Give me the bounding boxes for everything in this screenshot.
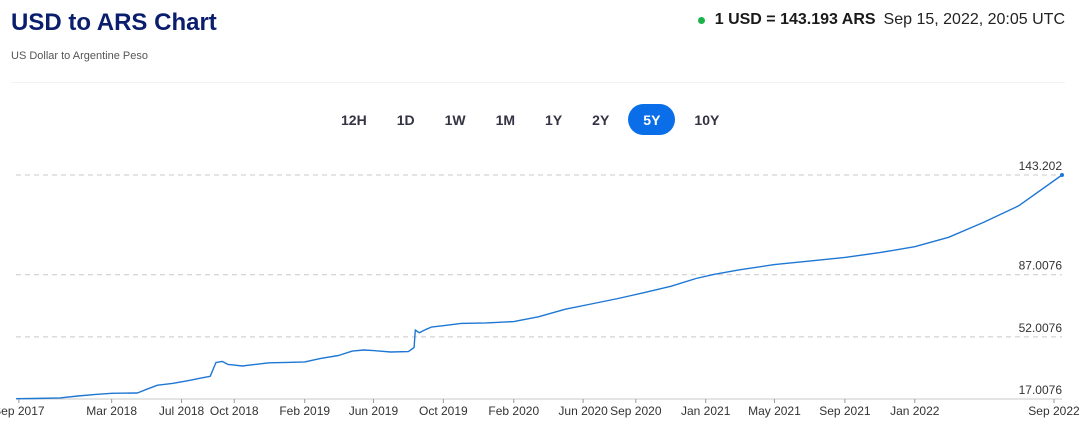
x-tick-label: Jan 2022: [890, 404, 940, 418]
x-tick-label: Sep 2020: [610, 404, 662, 418]
page-title: USD to ARS Chart: [11, 9, 217, 36]
last-point-marker: [1060, 173, 1064, 178]
range-button-1d[interactable]: 1D: [386, 104, 426, 135]
y-axis-labels: 143.202 87.0076 52.0076 17.0076: [1019, 159, 1063, 397]
x-tick-label: Mar 2018: [86, 404, 137, 418]
x-tick-label: Oct 2019: [419, 404, 468, 418]
header-divider: [11, 82, 1065, 83]
range-selector: 12H 1D 1W 1M 1Y 2Y 5Y 10Y: [330, 104, 738, 135]
x-tick-label: Sep 2017: [0, 404, 45, 418]
x-tick-label: Jun 2020: [558, 404, 608, 418]
range-button-1w[interactable]: 1W: [434, 104, 477, 135]
y-tick-label: 52.0076: [1019, 321, 1063, 335]
live-rate: 1 USD = 143.193 ARS Sep 15, 2022, 20:05 …: [697, 11, 1065, 29]
range-button-1m[interactable]: 1M: [485, 104, 526, 135]
x-tick-label: Feb 2019: [279, 404, 330, 418]
x-tick-label: Sep 2021: [819, 404, 871, 418]
rate-timestamp: Sep 15, 2022, 20:05 UTC: [883, 11, 1065, 28]
x-tick-label: Feb 2020: [488, 404, 539, 418]
range-button-5y[interactable]: 5Y: [628, 104, 676, 135]
x-tick-label: Oct 2018: [210, 404, 259, 418]
page-subtitle: US Dollar to Argentine Peso: [11, 50, 148, 62]
series-line[interactable]: [15, 174, 1063, 400]
x-tick-label: May 2021: [748, 404, 801, 418]
y-tick-label: 17.0076: [1019, 383, 1063, 397]
range-button-10y[interactable]: 10Y: [683, 104, 730, 135]
y-tick-label: 143.202: [1019, 159, 1063, 173]
x-tick-label: Jan 2021: [681, 404, 731, 418]
x-axis: Sep 2017 Mar 2018 Jul 2018 Oct 2018 Feb 2019…: [0, 398, 1079, 418]
chart-series: [15, 173, 1064, 400]
range-button-2y[interactable]: 2Y: [581, 104, 620, 135]
range-button-12h[interactable]: 12H: [330, 104, 378, 135]
usd-ars-line-chart[interactable]: 143.202 87.0076 52.0076 17.0076 Sep 2017 Mar…: [0, 140, 1079, 437]
rate-value: 1 USD = 143.193 ARS: [714, 11, 876, 28]
chart-grid: [16, 174, 1062, 338]
x-tick-label: Jun 2019: [349, 404, 399, 418]
range-button-1y[interactable]: 1Y: [534, 104, 573, 135]
live-status-dot: [697, 16, 705, 24]
x-tick-label: Jul 2018: [159, 404, 205, 418]
y-tick-label: 87.0076: [1019, 259, 1063, 273]
x-tick-label: Sep 2022: [1028, 404, 1079, 418]
